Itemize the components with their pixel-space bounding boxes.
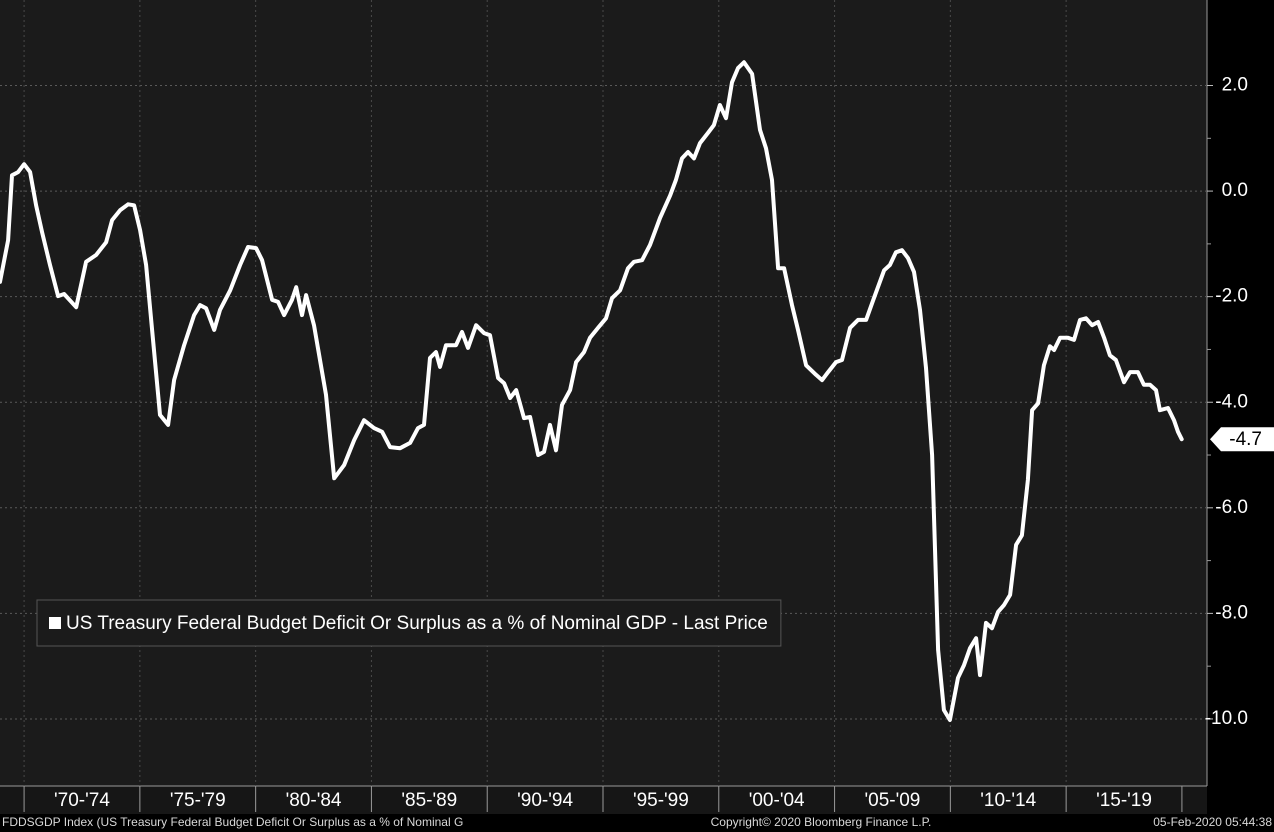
x-tick-label: '10-'14 (980, 790, 1036, 811)
y-tick-label: 2.0 (1222, 75, 1248, 96)
y-tick-label: -10.0 (1205, 708, 1248, 729)
x-tick-label: '85-'89 (401, 790, 457, 811)
x-tick-label: '75-'79 (170, 790, 226, 811)
footer-source: FDDSGDP Index (US Treasury Federal Budge… (2, 815, 463, 829)
x-tick-label: '90-'94 (517, 790, 573, 811)
y-tick-label: -2.0 (1215, 286, 1248, 307)
last-value-label: -4.7 (1229, 429, 1262, 450)
x-tick-label: '95-'99 (633, 790, 689, 811)
footer-timestamp: 05-Feb-2020 05:44:38 (1153, 815, 1272, 829)
y-tick-label: -8.0 (1215, 602, 1248, 623)
x-tick-label: '05-'09 (865, 790, 921, 811)
last-value-tag (1210, 427, 1274, 452)
x-tick-label: '80-'84 (286, 790, 342, 811)
x-tick-label: '70-'74 (54, 790, 110, 811)
footer-copyright: Copyright© 2020 Bloomberg Finance L.P. (711, 815, 932, 829)
legend-swatch (49, 617, 61, 629)
legend-label: US Treasury Federal Budget Deficit Or Su… (66, 613, 768, 634)
x-tick-label: '15-'19 (1096, 790, 1152, 811)
x-tick-label: '00-'04 (749, 790, 805, 811)
y-tick-label: 0.0 (1222, 180, 1248, 201)
y-tick-label: -4.0 (1215, 391, 1248, 412)
plot-area (0, 0, 1207, 786)
series-line (0, 60, 1184, 722)
y-tick-label: -6.0 (1215, 497, 1248, 518)
legend-box (36, 599, 782, 647)
